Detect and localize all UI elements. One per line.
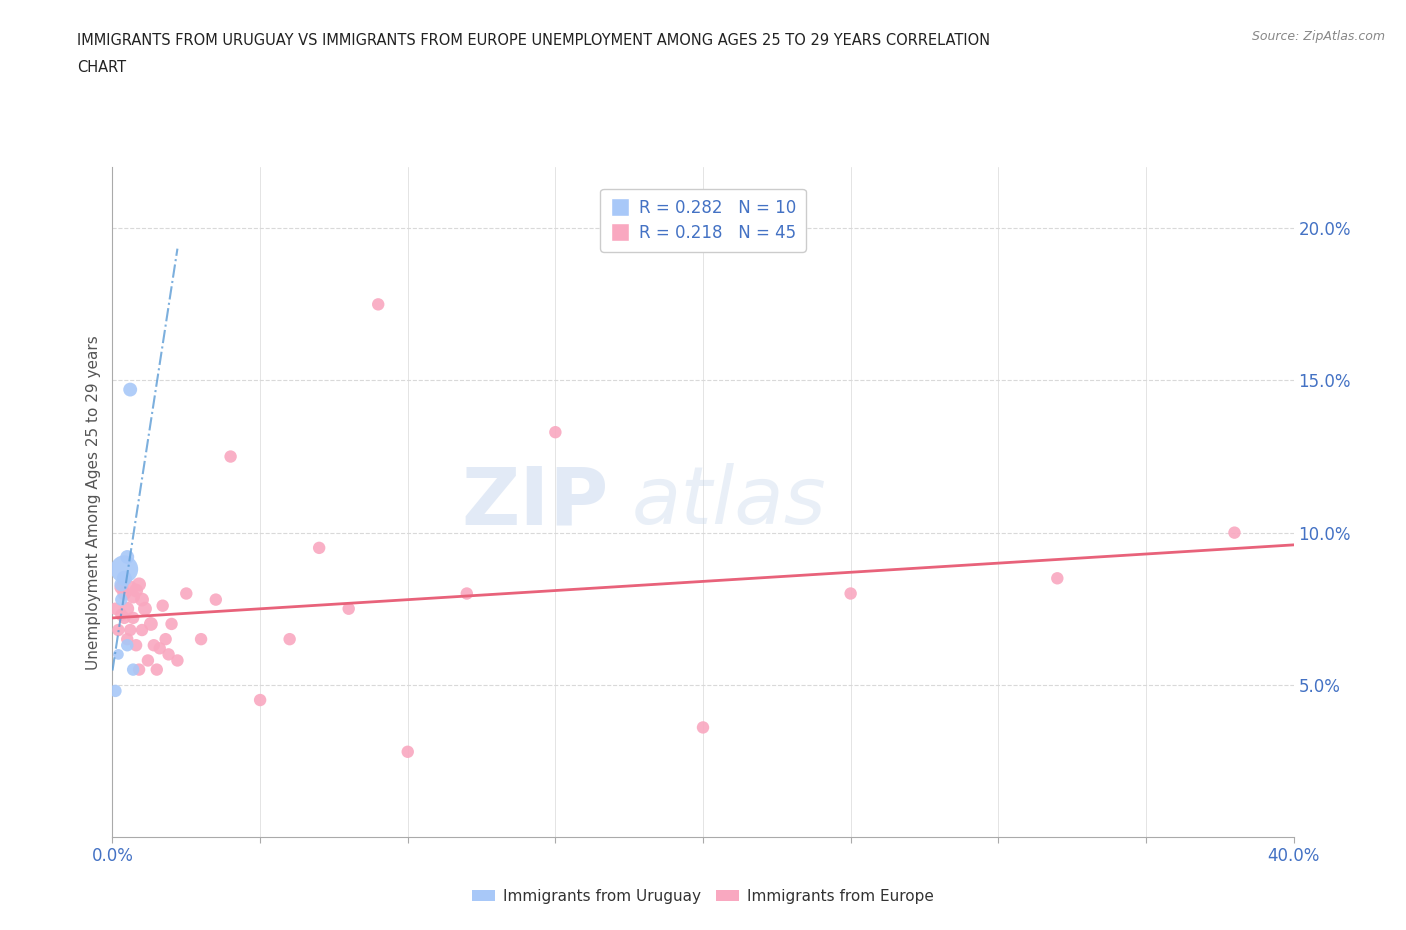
Point: [128, 662, 150, 677]
Point: [139, 617, 162, 631]
Point: [131, 622, 153, 637]
Point: [174, 586, 197, 601]
Point: [122, 662, 145, 677]
Text: CHART: CHART: [77, 60, 127, 75]
Point: [120, 382, 142, 397]
Text: IMMIGRANTS FROM URUGUAY VS IMMIGRANTS FROM EUROPE UNEMPLOYMENT AMONG AGES 25 TO : IMMIGRANTS FROM URUGUAY VS IMMIGRANTS FR…: [77, 33, 990, 47]
Y-axis label: Unemployment Among Ages 25 to 29 years: Unemployment Among Ages 25 to 29 years: [86, 335, 101, 670]
Point: [107, 647, 129, 662]
Point: [146, 662, 169, 677]
Point: [117, 550, 138, 565]
Point: [142, 638, 165, 653]
Point: [152, 598, 174, 613]
Point: [149, 641, 172, 656]
Point: [692, 720, 714, 735]
Legend: Immigrants from Uruguay, Immigrants from Europe: Immigrants from Uruguay, Immigrants from…: [467, 883, 939, 910]
Point: [1223, 525, 1246, 540]
Point: [160, 617, 183, 631]
Point: [110, 607, 132, 622]
Point: [249, 693, 271, 708]
Text: ZIP: ZIP: [461, 463, 609, 541]
Text: atlas: atlas: [633, 463, 827, 541]
Point: [308, 540, 330, 555]
Point: [337, 602, 360, 617]
Point: [125, 583, 148, 598]
Point: [122, 589, 145, 604]
Point: [110, 592, 132, 607]
Point: [112, 571, 135, 586]
Point: [157, 647, 180, 662]
Point: [110, 577, 132, 591]
Point: [155, 631, 177, 646]
Point: [128, 577, 150, 591]
Point: [117, 602, 138, 617]
Point: [839, 586, 862, 601]
Point: [122, 610, 145, 625]
Point: [396, 744, 419, 759]
Point: [110, 580, 132, 595]
Point: [104, 684, 127, 698]
Point: [278, 631, 301, 646]
Point: [136, 653, 159, 668]
Point: [1046, 571, 1069, 586]
Point: [107, 622, 129, 637]
Point: [456, 586, 478, 601]
Point: [134, 602, 156, 617]
Point: [120, 622, 142, 637]
Point: [190, 631, 212, 646]
Point: [117, 638, 138, 653]
Point: [166, 653, 188, 668]
Point: [112, 610, 135, 625]
Text: Source: ZipAtlas.com: Source: ZipAtlas.com: [1251, 30, 1385, 43]
Point: [219, 449, 242, 464]
Point: [112, 562, 135, 577]
Point: [544, 425, 567, 440]
Point: [117, 631, 138, 646]
Point: [367, 297, 389, 312]
Point: [120, 580, 142, 595]
Point: [205, 592, 228, 607]
Point: [112, 586, 135, 601]
Point: [125, 638, 148, 653]
Point: [104, 602, 127, 617]
Point: [131, 592, 153, 607]
